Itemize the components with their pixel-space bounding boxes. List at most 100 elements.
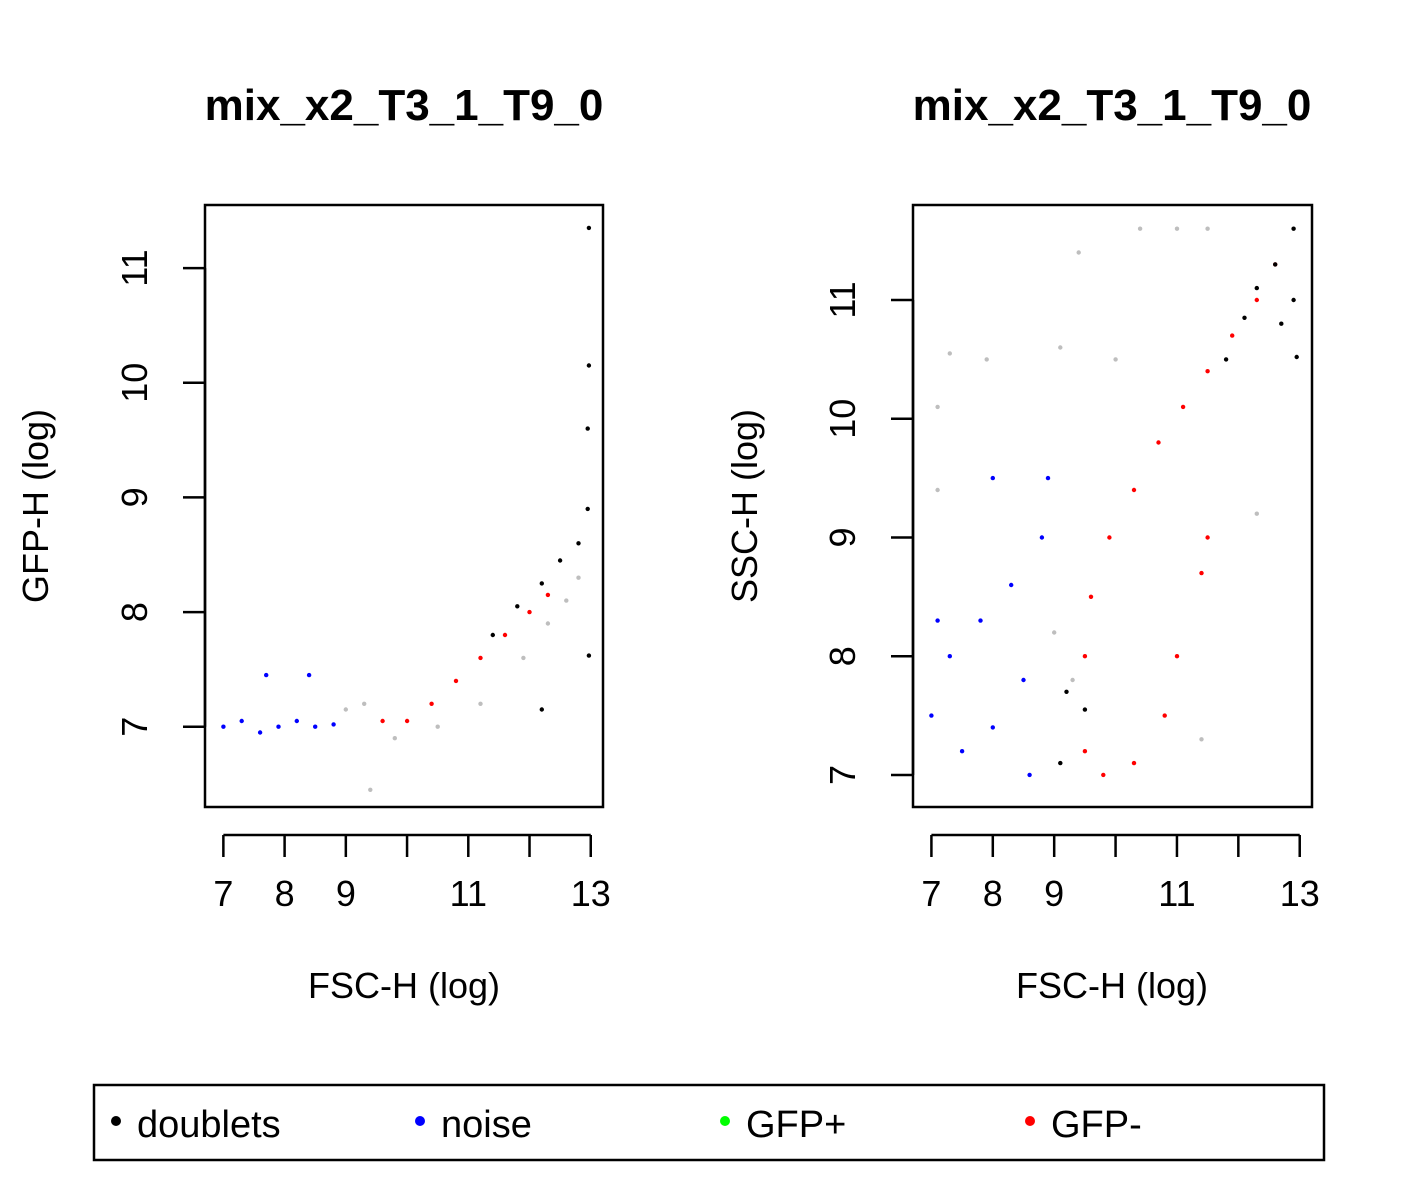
point-gfp-neg <box>380 718 385 724</box>
point-doublets <box>586 363 592 368</box>
point-other <box>362 701 367 706</box>
x-tick-label: 7 <box>213 873 233 914</box>
plot-frame-gfp <box>203 203 605 809</box>
x-tick-label: 11 <box>1158 873 1195 914</box>
point-gfp-neg <box>1205 369 1210 374</box>
point-gfp-neg <box>527 609 532 615</box>
y-tick-label: 8 <box>822 646 863 666</box>
x-tick-label: 9 <box>336 873 356 914</box>
point-noise <box>990 725 995 730</box>
point-doublets <box>586 653 592 658</box>
point-noise <box>935 618 940 623</box>
point-noise <box>947 654 952 659</box>
point-noise <box>1027 772 1032 778</box>
y-axis-label-ssc: SSC-H (log) <box>724 409 765 603</box>
point-other <box>478 701 483 706</box>
point-other <box>1052 630 1057 635</box>
point-other <box>1070 677 1075 683</box>
point-gfp-neg <box>1180 404 1186 410</box>
point-doublets <box>1273 262 1278 267</box>
point-doublets <box>557 558 563 563</box>
point-doublets <box>490 632 495 638</box>
point-gfp-neg <box>1107 535 1112 540</box>
point-doublets <box>1082 707 1088 712</box>
legend-marker-noise <box>415 1116 425 1126</box>
point-doublets <box>1294 354 1299 360</box>
point-noise <box>331 722 336 727</box>
point-doublets <box>1223 357 1229 362</box>
x-axis-ssc: 7 8 9 11 13 <box>921 833 1320 914</box>
x-axis-label-gfp: FSC-H (log) <box>308 965 500 1006</box>
point-noise <box>276 724 281 729</box>
point-noise <box>306 672 312 678</box>
x-tick-label: 7 <box>921 873 941 914</box>
point-doublets <box>539 581 544 586</box>
point-other <box>545 621 551 626</box>
point-noise <box>264 672 269 678</box>
point-doublets <box>1291 226 1296 231</box>
point-gfp-neg <box>429 701 434 706</box>
point-doublets <box>586 225 592 231</box>
point-gfp-neg <box>1230 333 1235 338</box>
x-axis-gfp: 7 8 9 11 13 <box>213 833 611 914</box>
y-tick-label: 9 <box>114 487 155 507</box>
plot-area-ssc <box>929 226 1299 778</box>
point-gfp-neg <box>1174 654 1180 659</box>
point-other <box>576 575 581 580</box>
plot-area-gfp <box>221 225 592 792</box>
y-axis-ssc: 7 8 9 10 11 <box>822 281 915 785</box>
point-doublets <box>585 426 590 431</box>
point-other <box>521 655 526 661</box>
legend-marker-gfp-neg <box>1025 1116 1035 1126</box>
point-noise <box>929 713 934 718</box>
point-gfp-neg <box>478 655 483 661</box>
point-other <box>1137 226 1143 231</box>
plot-frame-ssc <box>911 203 1314 809</box>
point-other <box>1254 511 1260 516</box>
x-tick-label: 11 <box>450 873 487 914</box>
point-doublets <box>515 604 520 609</box>
chart-title-gfp: mix_x2_T3_1_T9_0 <box>205 81 604 130</box>
x-axis-label-ssc: FSC-H (log) <box>1016 965 1208 1006</box>
y-tick-label: 10 <box>114 363 155 403</box>
point-gfp-neg <box>1162 713 1167 718</box>
x-tick-label: 13 <box>1280 873 1320 914</box>
legend-label-noise: noise <box>441 1104 532 1146</box>
point-doublets <box>576 541 581 546</box>
x-tick-label: 8 <box>983 873 1003 914</box>
point-other <box>392 736 397 741</box>
point-gfp-neg <box>1101 772 1106 778</box>
legend-marker-gfp-pos <box>720 1116 730 1126</box>
point-other <box>935 404 940 410</box>
point-gfp-neg <box>1088 594 1094 599</box>
point-doublets <box>1242 315 1247 320</box>
point-gfp-neg <box>545 592 551 598</box>
legend-marker-doublets <box>111 1116 121 1126</box>
point-gfp-neg <box>1131 760 1137 766</box>
point-other <box>1199 737 1204 742</box>
y-tick-label: 7 <box>822 765 863 785</box>
y-tick-label: 10 <box>822 399 863 439</box>
y-axis-label-gfp: GFP-H (log) <box>15 409 56 603</box>
point-noise <box>221 724 226 729</box>
point-gfp-neg <box>404 718 410 724</box>
point-noise <box>294 718 299 724</box>
point-gfp-neg <box>1199 570 1204 576</box>
legend: doublets noise GFP+ GFP- <box>92 1083 1326 1162</box>
point-other <box>935 487 940 493</box>
point-other <box>343 707 348 712</box>
y-tick-label: 9 <box>822 527 863 547</box>
point-noise <box>239 718 244 724</box>
point-other <box>1174 226 1180 231</box>
point-gfp-neg <box>502 632 508 638</box>
point-noise <box>1039 535 1045 540</box>
y-axis-gfp: 7 8 9 10 11 <box>114 249 207 737</box>
point-other <box>564 598 569 603</box>
point-gfp-neg <box>453 678 459 684</box>
point-noise <box>1045 475 1051 481</box>
point-doublets <box>1064 689 1069 694</box>
point-other <box>368 787 373 792</box>
